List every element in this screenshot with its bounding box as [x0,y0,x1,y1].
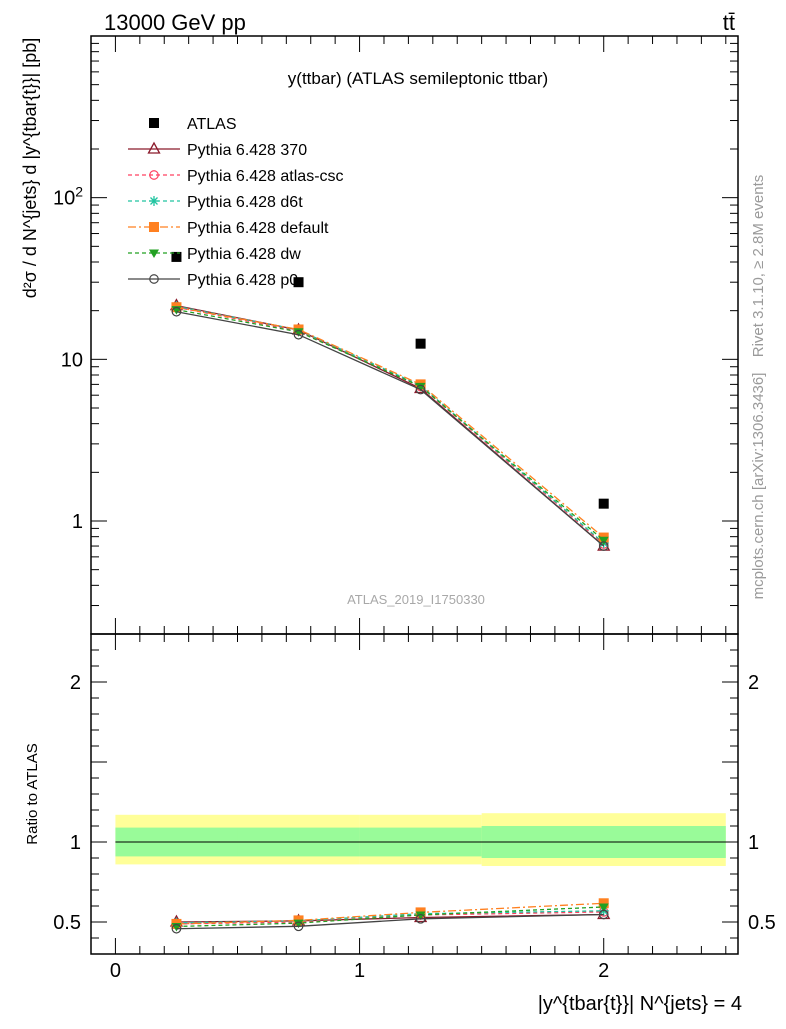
legend-label: Pythia 6.428 d6t [187,194,303,211]
data-point [415,338,426,349]
legend-marker [149,196,159,206]
site-label: mcplots.cern.ch [arXiv:1306.3436] [750,373,767,600]
ratio-series-point [171,923,182,934]
x-tick-label: 1 [354,960,365,982]
series-point [293,329,304,340]
ratio-y-tick-label: 0.5 [53,912,81,934]
series-point [415,382,426,392]
ratio-y-tick-label: 1 [748,832,759,854]
ratio-y-tick-label: 2 [748,672,759,694]
series-point [598,541,609,551]
ratio-y-axis-label: Ratio to ATLAS [24,743,41,844]
data-point [171,251,182,262]
series-line [176,306,605,545]
ratio-y-tick-label: 1 [70,832,81,854]
y-tick-label: 102 [53,184,83,210]
legend-marker [147,141,161,154]
ratio-series-point [598,903,609,912]
legend-label: Pythia 6.428 p0 [187,272,298,289]
ratio-series-line [176,906,604,928]
ratio-series-point [415,911,426,920]
data-point [598,498,609,509]
legend-label: ATLAS [187,116,237,133]
main-plot-panel: y(ttbar) (ATLAS semileptonic ttbar) ATLA… [20,35,739,635]
legend-label: Pythia 6.428 default [187,220,329,237]
legend-marker [149,118,159,128]
ratio-series-point [293,919,304,929]
series-point [415,384,426,395]
ratio-series-point [293,921,304,932]
series-point [598,536,609,546]
x-tick-label: 2 [598,960,609,982]
chart-title: y(ttbar) (ATLAS semileptonic ttbar) [288,69,548,88]
ratio-series-line [176,913,604,930]
ratio-series-point [598,909,609,920]
legend-label: Pythia 6.428 370 [187,142,307,159]
x-tick-label: 0 [110,960,121,982]
series-line [176,305,605,544]
ratio-series-point [415,913,426,924]
analysis-label: ATLAS_2019_I1750330 [347,592,485,607]
ratio-y-tick-label: 2 [70,672,81,694]
legend: ATLAS Pythia 6.428 370 Pythia 6.428 atlas-… [128,116,344,289]
series-line [176,308,605,541]
ratio-plot-panel: Ratio to ATLAS 0 1 2 0.5 0.5 1 1 2 2 [24,633,776,982]
legend-label: Pythia 6.428 atlas-csc [187,168,344,185]
series-point [293,328,304,337]
legend-label: Pythia 6.428 dw [187,246,301,263]
legend-marker [149,249,159,258]
ratio-series-line [176,902,604,925]
series-line [176,304,605,547]
x-axis-label: |y^{tbar{t}}| N^{jets} = 4 [538,993,742,1015]
ratio-plot-frame [90,633,739,955]
legend-marker [149,222,159,232]
process-label: tt̄ [723,10,735,35]
series-point [171,306,182,317]
y-tick-label: 10 [61,349,83,371]
legend-marker [149,170,159,180]
series-line [176,311,605,547]
ratio-series-line [176,910,604,924]
energy-label: 13000 GeV pp [104,10,246,35]
rivet-label: Rivet 3.1.10, ≥ 2.8M events [750,175,767,358]
series-line [176,306,605,539]
ratio-y-tick-label: 0.5 [748,912,776,934]
legend-marker [149,274,159,284]
data-point [293,277,304,288]
y-tick-label: 1 [72,511,83,533]
main-y-axis-label: d²σ / d N^{jets} d |y^{tbar{t}}| [pb] [20,38,40,299]
ratio-series-point [598,898,609,909]
